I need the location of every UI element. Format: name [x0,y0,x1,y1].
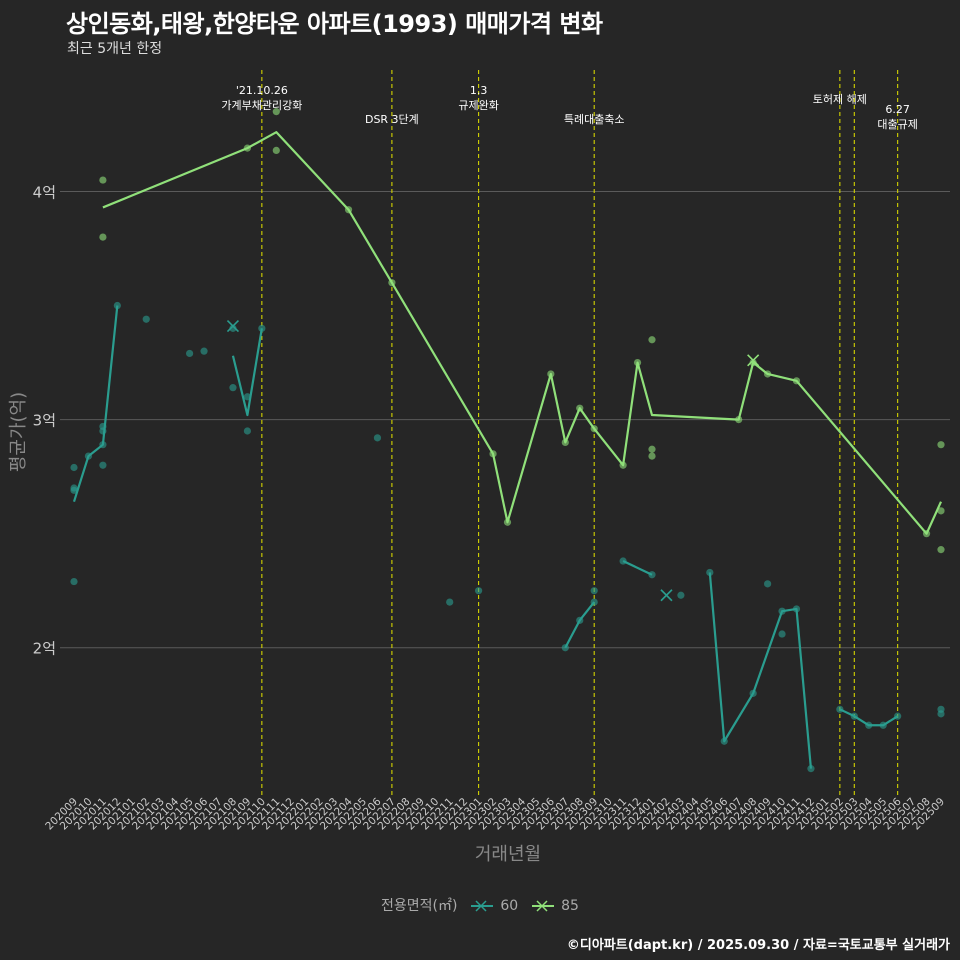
event-label: 1.3 규제완화 [458,84,498,112]
data-point-60 [70,486,78,494]
chart-title: 상인동화,태왕,한양타운 아파트(1993) 매매가격 변화 [66,10,603,38]
series-line-60 [72,305,119,503]
legend-title: 전용면적(㎡) [381,898,458,914]
event-label: '21.10.26 가계부채관리강화 [221,84,302,112]
data-point-85 [648,336,656,344]
data-point-60 [937,710,945,718]
data-point-60 [475,587,483,595]
series-line-60 [231,328,263,417]
x-axis-title: 거래년월 [475,844,541,865]
data-point-60 [243,427,251,435]
series-line-60 [564,601,596,649]
legend-swatch-85 [531,900,554,912]
data-point-60 [807,765,815,773]
event-label: DSR 3단계 [365,113,419,126]
data-point-85 [937,507,945,515]
legend-label-60: 60 [500,898,519,914]
source-caption: ©디아파트(dapt.kr) / 2025.09.30 / 자료=국토교통부 실… [566,938,950,953]
data-point-60 [99,461,107,469]
data-point-60 [200,347,208,355]
data-point-85 [99,176,107,184]
legend-swatch-60 [470,900,493,912]
legend: 전용면적(㎡) 60 85 [0,895,960,915]
data-point-60 [373,434,382,442]
data-point-85 [937,546,945,554]
cross-marker-85 [747,354,760,367]
legend-item-60: 60 [470,898,518,914]
data-point-60 [446,598,454,606]
legend-label-85: 85 [561,898,579,914]
y-tick-label: 2억 [33,640,56,658]
data-point-60 [142,315,150,323]
event-label: 토허제 해제 [813,92,867,106]
data-point-85 [648,452,656,460]
cross-marker-60 [660,589,673,602]
data-point-60 [229,384,237,392]
chart-subtitle: 최근 5개년 한정 [67,41,163,57]
y-tick-label: 3억 [33,412,56,430]
y-tick-label: 4억 [33,183,56,201]
data-point-60 [764,580,772,588]
cross-marker-60 [226,319,240,333]
data-point-85 [272,108,280,116]
data-point-85 [648,445,656,453]
data-point-85 [99,233,107,241]
y-axis-title: 평균가(억) [8,392,29,472]
series-line-60 [708,572,813,769]
legend-item-85: 85 [531,898,579,914]
data-point-60 [70,463,78,472]
event-label: 특례대출축소 [564,113,625,126]
data-point-60 [590,587,598,595]
series-line-60 [622,560,653,576]
data-point-60 [778,630,786,638]
data-point-60 [229,324,237,332]
series-line-85 [102,131,943,535]
data-point-60 [677,591,685,599]
data-point-85 [272,146,280,155]
data-point-85 [937,441,945,449]
data-point-60 [70,577,78,586]
series-line-60 [839,708,899,727]
data-point-60 [186,349,194,358]
event-label: 6.27 대출규제 [877,103,917,131]
